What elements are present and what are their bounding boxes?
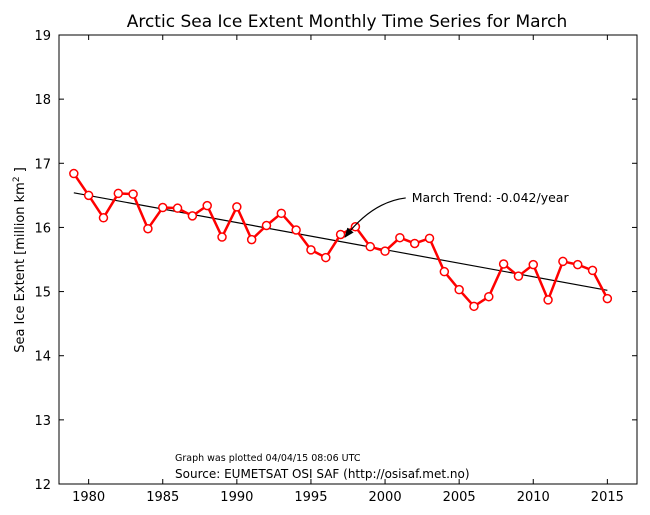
data-point <box>306 245 316 255</box>
y-axis-label: Sea Ice Extent [million km2 ] <box>12 167 28 353</box>
data-point <box>572 259 583 270</box>
x-tick-label: 2000 <box>369 490 402 505</box>
data-point <box>469 301 479 312</box>
y-tick-label: 17 <box>34 157 51 172</box>
trend-annotation: March Trend: -0.042/year <box>412 190 570 205</box>
data-point <box>232 202 242 212</box>
data-point <box>113 188 124 199</box>
data-point <box>187 211 198 221</box>
chart-title: Arctic Sea Ice Extent Monthly Time Serie… <box>127 12 568 32</box>
data-point <box>484 291 494 302</box>
data-point <box>380 246 390 256</box>
data-point <box>246 234 257 245</box>
y-tick-label: 19 <box>34 29 51 44</box>
data-point <box>128 189 138 199</box>
data-point <box>395 232 405 243</box>
data-point <box>172 203 183 213</box>
data-point <box>350 222 361 232</box>
data-point <box>513 271 524 281</box>
data-point <box>321 252 331 263</box>
x-tick-label: 1990 <box>220 490 253 505</box>
data-point <box>261 220 272 231</box>
y-axis-label-superscript: 2 <box>12 176 22 182</box>
data-point <box>409 238 420 249</box>
y-axis-label-suffix: ] <box>13 167 28 176</box>
data-point <box>98 213 109 223</box>
data-point <box>69 168 79 179</box>
plot-area <box>58 34 638 485</box>
x-tick-label: 2010 <box>517 490 550 505</box>
data-point <box>558 256 568 267</box>
x-tick-label: 1985 <box>146 490 179 505</box>
x-tick-label: 1980 <box>72 490 105 505</box>
x-tick-label: 2005 <box>443 490 476 505</box>
y-axis: 12 13 14 15 16 17 18 19 <box>34 29 637 493</box>
y-tick-label: 14 <box>34 350 51 365</box>
data-point <box>276 208 287 219</box>
y-tick-label: 16 <box>34 221 51 236</box>
y-tick-label: 13 <box>34 414 51 429</box>
data-point <box>202 200 212 211</box>
data-point <box>543 295 553 305</box>
data-point <box>424 233 435 244</box>
data-point <box>83 190 94 201</box>
data-point <box>335 229 346 240</box>
data-point <box>587 265 598 276</box>
footnote-source: Source: EUMETSAT OSI SAF (http://osisaf.… <box>175 467 470 481</box>
data-point <box>143 223 153 234</box>
data-point <box>528 259 539 270</box>
data-point <box>291 225 301 235</box>
data-point <box>439 266 450 277</box>
data-point <box>365 241 375 252</box>
data-point <box>602 293 613 304</box>
data-point <box>157 202 168 213</box>
x-axis: 1980 1985 1990 1995 2000 2005 2010 2015 <box>72 35 624 505</box>
x-tick-label: 2015 <box>591 490 624 505</box>
data-point <box>217 232 227 242</box>
y-tick-label: 12 <box>34 478 51 493</box>
y-axis-label-main: Sea Ice Extent [million km <box>13 182 28 353</box>
y-tick-label: 18 <box>34 93 51 108</box>
y-tick-label: 15 <box>34 286 51 301</box>
footnote-plotted: Graph was plotted 04/04/15 08:06 UTC <box>175 453 361 464</box>
annotation-arrow <box>344 197 406 238</box>
data-point <box>454 284 464 295</box>
data-point <box>498 259 509 269</box>
x-tick-label: 1995 <box>294 490 327 505</box>
